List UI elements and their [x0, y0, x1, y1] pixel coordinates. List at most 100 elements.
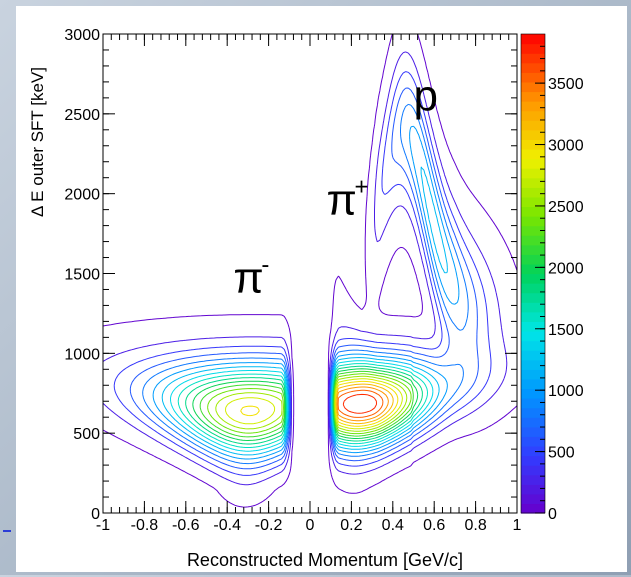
- color-scale-band: [521, 34, 545, 45]
- y-tick-label: 1500: [64, 267, 100, 284]
- y-axis: 0 500 1000 1500 2000 2500 3000: [64, 27, 517, 523]
- color-scale-label: 2500: [548, 199, 584, 216]
- color-scale-band: [521, 455, 545, 466]
- x-tick-label: 1: [513, 517, 522, 534]
- color-scale-band: [521, 168, 545, 179]
- color-scale-band: [521, 369, 545, 380]
- particle-label: π: [327, 175, 357, 224]
- color-scale-band: [521, 388, 545, 399]
- color-scale-label: 0: [548, 506, 557, 523]
- color-scale-band: [521, 254, 545, 265]
- contour-level-15: [240, 380, 399, 427]
- color-scale-band: [521, 235, 545, 246]
- color-scale-band: [521, 436, 545, 447]
- color-scale: 0 500 1000 1500 2000 2500 3000 3500: [520, 33, 584, 523]
- contour-level-0: [103, 34, 517, 508]
- color-scale-band: [521, 72, 545, 83]
- x-tick-label: -0.8: [131, 517, 159, 534]
- color-scale-band: [521, 216, 545, 227]
- y-axis-label: Δ E outer SFT [keV]: [28, 67, 47, 217]
- color-scale-band: [521, 503, 545, 514]
- color-scale-band: [521, 321, 545, 332]
- color-scale-label: 2000: [548, 260, 584, 277]
- slide-marker: [3, 530, 11, 532]
- color-scale-band: [521, 407, 545, 418]
- color-scale-band: [521, 398, 545, 409]
- y-tick-label: 0: [91, 506, 100, 523]
- x-tick-label: 0.6: [423, 517, 445, 534]
- contour-level-3: [129, 87, 479, 470]
- color-scale-band: [521, 81, 545, 93]
- color-scale-band: [521, 263, 545, 275]
- plot-panel: -1 -0.8 -0.6 -0.4 -0.2 0 0.2 0.4 0.6 0.8 1 0 500 100…: [16, 6, 627, 572]
- color-scale-band: [521, 177, 545, 188]
- color-scale-band: [521, 474, 545, 485]
- color-scale-band: [521, 340, 545, 351]
- plot-area: [103, 34, 517, 513]
- contour-level-7: [170, 360, 434, 452]
- contour-chart: -1 -0.8 -0.6 -0.4 -0.2 0 0.2 0.4 0.6 0.8 1 0 500 100…: [28, 27, 584, 570]
- x-tick-label: 0: [306, 517, 315, 534]
- color-scale-label: 1000: [548, 383, 584, 400]
- x-axis: -1 -0.8 -0.6 -0.4 -0.2 0 0.2 0.4 0.6 0.8 1: [96, 34, 522, 534]
- contour-level-11: [199, 370, 414, 438]
- color-scale-band: [521, 206, 545, 217]
- color-scale-band: [521, 311, 545, 322]
- contour-level-6: [161, 166, 448, 456]
- contour-level-9: [185, 365, 423, 445]
- contour-level-10: [192, 368, 419, 441]
- color-scale-band: [521, 158, 545, 169]
- color-scale-band: [521, 283, 545, 294]
- x-axis-label: Reconstructed Momentum [GeV/c]: [187, 550, 463, 570]
- x-tick-label: 0.2: [340, 517, 362, 534]
- color-scale-band: [521, 426, 545, 437]
- x-tick-label: 0.8: [464, 517, 486, 534]
- color-scale-band: [521, 302, 545, 313]
- color-scale-band: [521, 43, 545, 54]
- contour-level-16: [335, 383, 394, 425]
- x-tick-label: -0.4: [213, 517, 241, 534]
- x-tick-label: 0.4: [382, 517, 404, 534]
- particle-label: π: [233, 254, 263, 303]
- color-scale-label: 1500: [548, 322, 584, 339]
- color-scale-label: 3500: [548, 76, 584, 93]
- color-scale-band: [521, 62, 545, 73]
- y-tick-label: 1000: [64, 346, 100, 363]
- contour-level-13: [215, 375, 408, 432]
- particle-charge: +: [355, 173, 369, 200]
- y-tick-label: 2000: [64, 187, 100, 204]
- color-scale-band: [521, 445, 545, 457]
- contour-level-18: [337, 389, 384, 418]
- color-scale-band: [521, 101, 545, 112]
- color-scale-band: [521, 129, 545, 140]
- y-tick-label: 500: [73, 426, 100, 443]
- color-scale-band: [521, 120, 545, 131]
- contour-level-1: [103, 51, 508, 486]
- contour-level-19: [342, 393, 377, 414]
- x-tick-label: -0.2: [255, 517, 283, 534]
- color-scale-band: [521, 484, 545, 495]
- y-tick-label: 2500: [64, 107, 100, 124]
- color-scale-frame: [520, 33, 546, 514]
- y-tick-label: 3000: [64, 27, 100, 44]
- color-scale-band: [521, 225, 545, 236]
- contour-level-4: [142, 103, 469, 465]
- color-scale-band: [521, 465, 545, 476]
- x-tick-label: -1: [96, 517, 110, 534]
- color-scale-band: [521, 53, 545, 64]
- contour-level-2: [113, 71, 492, 476]
- contour-level-17: [336, 386, 389, 422]
- color-scale-band: [521, 273, 545, 284]
- particle-charge: -: [261, 252, 269, 279]
- contour-lines: [103, 34, 517, 508]
- color-scale-band: [521, 292, 545, 303]
- color-scale-band: [521, 378, 545, 390]
- color-scale-band: [521, 91, 545, 102]
- particle-labels: π-π+p: [233, 72, 438, 303]
- color-scale-band: [521, 187, 545, 198]
- color-scale-band: [521, 148, 545, 160]
- color-scale-label: 500: [548, 445, 575, 462]
- color-scale-band: [521, 359, 545, 370]
- color-scale-band: [521, 244, 545, 255]
